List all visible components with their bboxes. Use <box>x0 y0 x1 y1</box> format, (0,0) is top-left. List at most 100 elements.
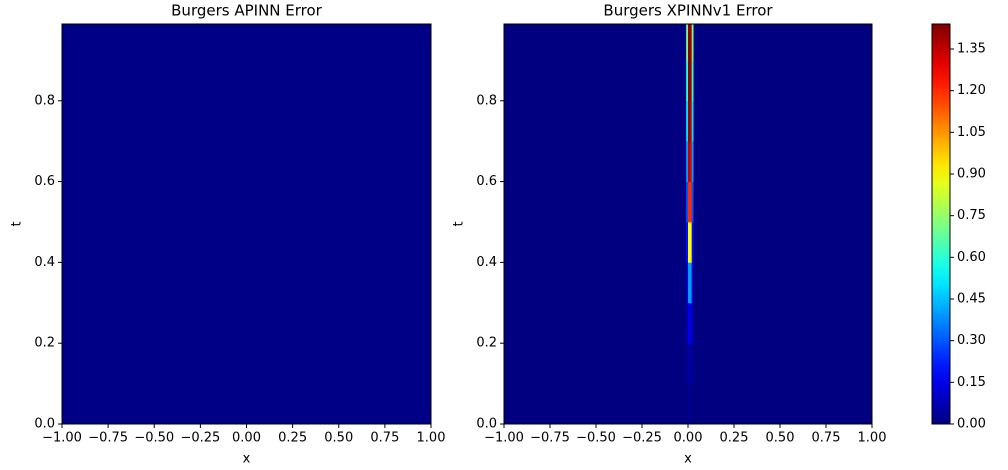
x-axis-label: x <box>243 452 251 467</box>
heatmap-cell <box>504 302 687 344</box>
heatmap-cell <box>504 141 687 182</box>
heatmap-cell <box>689 60 693 102</box>
heatmap-cell <box>693 24 873 61</box>
heatmap-cell <box>686 60 689 102</box>
heatmap-cell <box>686 262 689 304</box>
y-tick-label: 0.2 <box>34 336 55 351</box>
x-tick-label: 0.00 <box>674 431 703 446</box>
heatmap-cell <box>691 181 694 223</box>
heatmap-cell <box>688 302 691 344</box>
x-axis-label: x <box>684 452 692 467</box>
heatmap-cell <box>689 262 693 304</box>
heatmap-cell <box>686 141 689 182</box>
y-tick-label: 0.8 <box>476 93 497 108</box>
heatmap-cell <box>689 383 693 425</box>
heatmap-cell <box>504 24 687 61</box>
y-tick-label: 0.4 <box>34 255 55 270</box>
heatmap-cell <box>62 24 432 425</box>
heatmap-cell <box>691 141 694 182</box>
colorbar-tick-label: 0.90 <box>957 167 986 182</box>
x-tick-label: −0.25 <box>622 431 662 446</box>
heatmap-cell <box>504 262 687 304</box>
heatmap-cell <box>689 141 693 182</box>
heatmap-cell <box>693 60 873 102</box>
heatmap-cell <box>688 383 691 425</box>
x-tick-label: −0.50 <box>134 431 174 446</box>
heatmap-cell <box>691 60 694 102</box>
x-tick-label: −0.75 <box>88 431 128 446</box>
colorbar-tick-label: 0.75 <box>957 208 986 223</box>
chart-title: Burgers APINN Error <box>171 2 323 20</box>
y-tick-label: 0.0 <box>476 417 497 432</box>
heatmap-cell <box>691 343 694 384</box>
heatmap-cell <box>688 343 691 384</box>
heatmap-cell <box>688 262 691 304</box>
x-tick-label: 0.25 <box>278 431 307 446</box>
x-tick-label: 0.75 <box>812 431 841 446</box>
heatmap-cell <box>504 221 687 263</box>
colorbar-tick-label: 0.30 <box>957 333 986 348</box>
x-tick-label: 0.25 <box>720 431 749 446</box>
colorbar-tick-label: 0.60 <box>957 250 986 265</box>
heatmap-cell <box>688 100 691 142</box>
x-tick-label: −0.25 <box>180 431 220 446</box>
heatmap-cell <box>691 100 694 142</box>
x-tick-label: 0.75 <box>370 431 399 446</box>
heatmap-cell <box>693 100 873 142</box>
heatmap-cell <box>688 181 691 223</box>
heatmap-cell <box>691 262 694 304</box>
heatmap-cell <box>504 60 687 102</box>
colorbar-tick-label: 1.35 <box>957 42 986 57</box>
heatmap-cell <box>693 221 873 263</box>
heatmap-cell <box>686 24 689 61</box>
x-tick-label: 0.50 <box>324 431 353 446</box>
heatmap-cell <box>689 100 693 142</box>
y-tick-label: 0.6 <box>34 174 55 189</box>
colorbar-tick-label: 0.00 <box>957 417 986 432</box>
heatmap-cell <box>504 343 687 384</box>
colorbar <box>931 23 951 425</box>
x-tick-label: 1.00 <box>858 431 887 446</box>
colorbar-tick-label: 1.20 <box>957 83 986 98</box>
heatmap-cell <box>686 181 689 223</box>
y-axis-label: t <box>10 221 25 226</box>
x-tick-label: 1.00 <box>417 431 446 446</box>
x-tick-label: 0.00 <box>232 431 261 446</box>
heatmap-cell <box>688 60 691 102</box>
heatmap-cell <box>686 100 689 142</box>
heatmap-cell <box>691 221 694 263</box>
colorbar-tick-label: 1.05 <box>957 125 986 140</box>
heatmap-cell <box>689 343 693 384</box>
y-tick-label: 0.0 <box>34 417 55 432</box>
y-tick-label: 0.2 <box>476 336 497 351</box>
x-tick-label: −0.75 <box>530 431 570 446</box>
colorbar-tick-label: 0.15 <box>957 375 986 390</box>
heatmap-cell <box>688 24 691 61</box>
y-tick-label: 0.6 <box>476 174 497 189</box>
heatmap-cell <box>693 343 873 384</box>
heatmap-cell <box>689 221 693 263</box>
y-axis-label: t <box>452 221 467 226</box>
heatmap-cell <box>686 383 689 425</box>
heatmap-cell <box>693 383 873 425</box>
heatmap-cell <box>504 383 687 425</box>
heatmap-cell <box>693 262 873 304</box>
x-tick-label: −0.50 <box>576 431 616 446</box>
heatmap-cell <box>504 181 687 223</box>
heatmap-cell <box>691 302 694 344</box>
heatmap-cell <box>689 181 693 223</box>
heatmap-cell <box>689 24 693 61</box>
heatmap-cell <box>691 24 694 61</box>
chart-title: Burgers XPINNv1 Error <box>603 2 773 20</box>
heatmap-cell <box>686 302 689 344</box>
heatmap-cell <box>693 181 873 223</box>
x-tick-label: −1.00 <box>484 431 524 446</box>
heatmap-cell <box>691 383 694 425</box>
colorbar-tick-label: 0.45 <box>957 292 986 307</box>
heatmap-cell <box>689 302 693 344</box>
heatmap-cell <box>688 141 691 182</box>
heatmap-cell <box>688 221 691 263</box>
y-tick-label: 0.8 <box>34 93 55 108</box>
heatmap-cell <box>504 100 687 142</box>
